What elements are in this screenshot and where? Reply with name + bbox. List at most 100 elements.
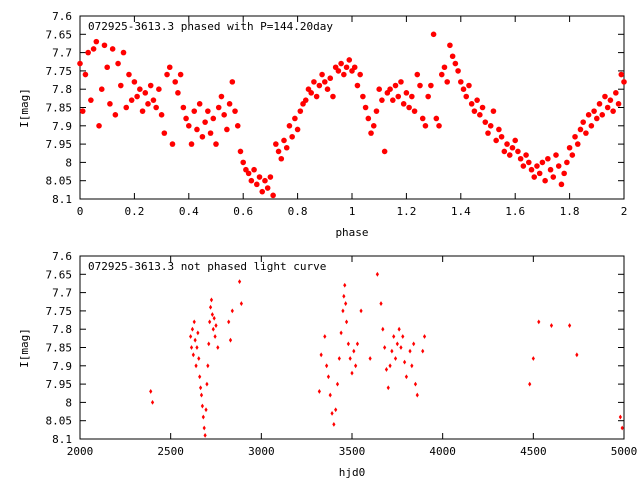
data-point bbox=[145, 101, 151, 107]
data-point bbox=[330, 93, 336, 100]
y-tick-label: 7.95 bbox=[46, 138, 73, 151]
data-point bbox=[550, 174, 557, 180]
data-point bbox=[230, 308, 234, 314]
data-point bbox=[191, 108, 198, 114]
data-point bbox=[517, 155, 524, 162]
data-point bbox=[368, 130, 374, 136]
x-tick-label: 0.6 bbox=[233, 205, 253, 218]
data-point bbox=[422, 334, 427, 339]
data-point bbox=[109, 46, 116, 52]
data-point bbox=[322, 79, 328, 85]
data-point bbox=[414, 71, 421, 78]
data-point bbox=[421, 348, 425, 354]
data-point bbox=[197, 356, 201, 361]
data-point bbox=[149, 389, 153, 394]
data-point bbox=[354, 363, 358, 369]
y-tick-label: 8.1 bbox=[52, 433, 72, 446]
data-point bbox=[482, 119, 489, 125]
data-point bbox=[468, 101, 475, 107]
data-point bbox=[390, 348, 394, 354]
y-tick-label: 7.6 bbox=[52, 250, 72, 263]
data-point bbox=[278, 155, 285, 162]
data-point bbox=[422, 123, 429, 129]
data-point bbox=[406, 104, 412, 111]
data-point bbox=[205, 381, 209, 387]
data-point bbox=[455, 68, 461, 74]
data-point bbox=[490, 108, 497, 114]
data-point bbox=[583, 130, 589, 136]
data-point bbox=[620, 425, 624, 431]
y-tick-label: 8 bbox=[65, 156, 72, 169]
data-point bbox=[436, 123, 442, 129]
x-tick-label: 0 bbox=[77, 205, 84, 218]
data-point bbox=[515, 148, 521, 155]
data-point bbox=[555, 163, 562, 169]
data-point bbox=[177, 71, 184, 78]
data-point bbox=[120, 49, 127, 56]
data-point bbox=[379, 97, 385, 103]
data-point bbox=[126, 71, 132, 78]
x-tick-label: 0.8 bbox=[288, 205, 308, 218]
y-tick-label: 8.05 bbox=[46, 415, 73, 428]
data-point bbox=[392, 82, 399, 89]
y-axis-label: I[mag] bbox=[18, 88, 31, 128]
data-point bbox=[107, 101, 113, 107]
data-point bbox=[528, 381, 532, 387]
data-point bbox=[196, 330, 200, 336]
data-point bbox=[351, 64, 358, 71]
x-tick-label: 3500 bbox=[339, 445, 366, 458]
data-point bbox=[520, 163, 527, 169]
data-point bbox=[93, 38, 100, 45]
data-point bbox=[211, 326, 215, 332]
data-point bbox=[360, 93, 366, 100]
data-point bbox=[430, 31, 437, 38]
data-point bbox=[198, 385, 203, 391]
data-point bbox=[164, 71, 170, 78]
data-point bbox=[400, 101, 407, 107]
data-point bbox=[493, 137, 499, 144]
data-point bbox=[404, 374, 408, 380]
data-point bbox=[580, 119, 586, 125]
data-point bbox=[370, 123, 377, 129]
data-point bbox=[158, 112, 165, 118]
data-point bbox=[115, 60, 121, 67]
data-point bbox=[379, 301, 383, 306]
data-point bbox=[498, 133, 505, 140]
x-tick-label: 0.4 bbox=[179, 205, 199, 218]
data-point bbox=[229, 79, 236, 85]
x-tick-label: 0.2 bbox=[124, 205, 144, 218]
data-point bbox=[411, 108, 418, 114]
data-point bbox=[195, 345, 199, 350]
data-point bbox=[147, 82, 154, 89]
data-point bbox=[101, 42, 108, 49]
data-point bbox=[190, 326, 195, 332]
data-point bbox=[294, 126, 301, 133]
data-point bbox=[166, 64, 173, 71]
x-tick-label: 2500 bbox=[157, 445, 184, 458]
data-point bbox=[90, 46, 97, 52]
data-point bbox=[262, 177, 268, 184]
y-tick-label: 8.1 bbox=[52, 193, 72, 206]
data-point bbox=[150, 97, 157, 103]
data-point bbox=[401, 334, 405, 339]
x-tick-label: 5000 bbox=[611, 445, 638, 458]
data-point bbox=[210, 312, 214, 317]
data-point bbox=[139, 108, 146, 114]
data-point bbox=[281, 137, 287, 144]
data-point bbox=[392, 334, 396, 339]
data-point bbox=[186, 123, 192, 129]
data-point bbox=[161, 130, 168, 136]
data-point bbox=[213, 141, 219, 147]
data-point bbox=[196, 101, 203, 107]
data-point bbox=[397, 326, 401, 332]
data-point bbox=[549, 323, 554, 328]
data-point bbox=[169, 141, 176, 147]
data-point bbox=[344, 319, 349, 325]
data-point bbox=[501, 148, 508, 155]
data-point bbox=[82, 71, 89, 78]
data-point bbox=[339, 330, 343, 336]
data-point bbox=[553, 152, 559, 158]
data-point bbox=[316, 82, 323, 89]
data-point bbox=[204, 407, 208, 413]
data-point bbox=[376, 86, 383, 92]
